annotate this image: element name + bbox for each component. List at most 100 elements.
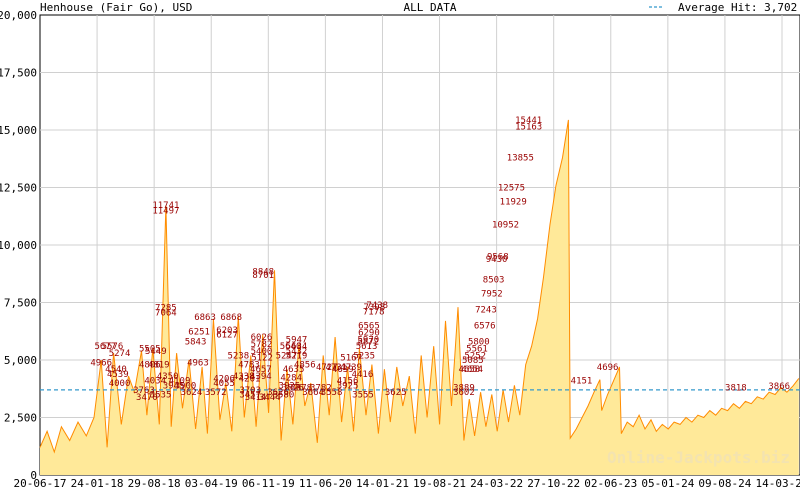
series-line bbox=[39, 119, 800, 454]
data-label: 4963 bbox=[187, 358, 209, 368]
data-label: 6863 bbox=[194, 313, 216, 323]
legend-label: Average Hit: 3,702 bbox=[678, 1, 797, 14]
y-tick-label: 17,500 bbox=[0, 67, 37, 80]
data-label: 4739 bbox=[340, 363, 362, 373]
data-label: 3878 bbox=[290, 384, 312, 394]
data-label: 4539 bbox=[107, 370, 129, 380]
data-label: 4151 bbox=[571, 377, 593, 387]
watermark: Online-Jackpots.biz bbox=[607, 448, 790, 467]
data-label: 6127 bbox=[216, 331, 238, 341]
data-label: 5782 bbox=[251, 340, 273, 350]
data-label: 3945 bbox=[163, 381, 185, 391]
data-label: 4201 bbox=[239, 374, 261, 384]
x-tick-label: 11-06-20 bbox=[299, 477, 352, 490]
data-label: 3900 bbox=[175, 381, 197, 391]
data-label: 5561 bbox=[466, 345, 488, 355]
data-label: 6251 bbox=[188, 327, 210, 337]
data-label: 5640 bbox=[280, 342, 302, 352]
x-tick-label: 19-08-21 bbox=[413, 477, 466, 490]
data-label: 5432 bbox=[286, 347, 308, 357]
data-label: 3826 bbox=[282, 384, 304, 394]
data-label: 7178 bbox=[363, 308, 385, 318]
data-label: 7285 bbox=[155, 303, 177, 313]
data-label: 4856 bbox=[294, 361, 316, 371]
data-label: 5238 bbox=[227, 351, 249, 361]
data-label: 5122 bbox=[251, 354, 273, 364]
data-label: 4540 bbox=[105, 365, 127, 375]
x-tick-label: 14-01-21 bbox=[356, 477, 409, 490]
data-label: 8848 bbox=[252, 268, 274, 278]
series-fill bbox=[40, 119, 799, 476]
data-label: 3558 bbox=[321, 388, 343, 398]
y-tick-label: 2,500 bbox=[4, 412, 37, 425]
data-label: 5449 bbox=[145, 347, 167, 357]
data-label: 4639 bbox=[332, 365, 354, 375]
data-label: 6290 bbox=[358, 328, 380, 338]
y-tick-label: 10,000 bbox=[0, 239, 37, 252]
data-label: 4034 bbox=[144, 377, 166, 387]
x-tick-label: 14-03-25 bbox=[756, 477, 800, 490]
data-label: 5947 bbox=[286, 335, 308, 345]
data-label: 5800 bbox=[468, 338, 490, 348]
data-label: 5843 bbox=[185, 338, 207, 348]
data-label: 3414 bbox=[245, 393, 267, 403]
data-label: 4156 bbox=[337, 377, 359, 387]
data-label: 3572 bbox=[205, 388, 227, 398]
data-label: 4109 bbox=[169, 377, 191, 387]
data-label: 4338 bbox=[233, 372, 255, 382]
data-label: 4806 bbox=[139, 361, 161, 371]
x-tick-label: 03-04-19 bbox=[185, 477, 238, 490]
data-label: 4416 bbox=[352, 370, 374, 380]
data-label: 7398 bbox=[363, 303, 385, 313]
data-label: 6576 bbox=[474, 322, 496, 332]
data-label: 3625 bbox=[385, 388, 407, 398]
data-label: 3602 bbox=[453, 388, 475, 398]
data-label: 4654 bbox=[461, 365, 483, 375]
data-label: 4783 bbox=[238, 361, 260, 371]
data-label: 5085 bbox=[462, 356, 484, 366]
data-label: 4966 bbox=[90, 358, 112, 368]
data-label: 4819 bbox=[148, 361, 170, 371]
data-label: 7438 bbox=[366, 301, 388, 311]
x-tick-label: 06-11-19 bbox=[242, 477, 295, 490]
data-label: 4394 bbox=[250, 372, 272, 382]
data-label: 3889 bbox=[453, 384, 475, 394]
data-label: 12575 bbox=[498, 184, 525, 194]
data-label: 5970 bbox=[358, 335, 380, 345]
data-label: 5167 bbox=[340, 354, 362, 364]
data-label: 5634 bbox=[286, 342, 308, 352]
x-tick-label: 05-01-24 bbox=[641, 477, 694, 490]
data-label: 5235 bbox=[353, 351, 375, 361]
data-label: 5505 bbox=[139, 345, 161, 355]
data-label: 6203 bbox=[216, 326, 238, 336]
data-label: 3535 bbox=[150, 391, 172, 401]
data-label: 3818 bbox=[725, 384, 747, 394]
data-label: 5677 bbox=[94, 342, 116, 352]
data-label: 8503 bbox=[483, 276, 505, 286]
data-label: 4635 bbox=[283, 365, 305, 375]
y-tick-label: 15,000 bbox=[0, 124, 37, 137]
y-tick-label: 5,000 bbox=[4, 354, 37, 367]
data-label: 15441 bbox=[515, 116, 542, 126]
data-label: 5247 bbox=[276, 351, 298, 361]
data-label: 3470 bbox=[136, 393, 158, 403]
data-label: 9430 bbox=[486, 255, 508, 265]
x-tick-label: 29-08-18 bbox=[128, 477, 181, 490]
data-label: 3866 bbox=[768, 382, 790, 392]
data-label: 5576 bbox=[102, 342, 124, 352]
data-label: 4206 bbox=[213, 374, 235, 384]
data-label: 4658 bbox=[458, 365, 480, 375]
x-tick-label: 24-03-22 bbox=[470, 477, 523, 490]
data-label: 8701 bbox=[252, 271, 274, 281]
data-label: 3624 bbox=[181, 388, 203, 398]
data-label: 3703 bbox=[239, 386, 261, 396]
data-label: 3925 bbox=[279, 381, 301, 391]
data-label: 11929 bbox=[500, 197, 527, 207]
data-label: 4727 bbox=[316, 363, 338, 373]
data-label: 6868 bbox=[220, 313, 242, 323]
y-tick-label: 0 bbox=[30, 469, 37, 482]
y-tick-label: 20,000 bbox=[0, 9, 37, 22]
data-label: 15163 bbox=[515, 122, 542, 132]
